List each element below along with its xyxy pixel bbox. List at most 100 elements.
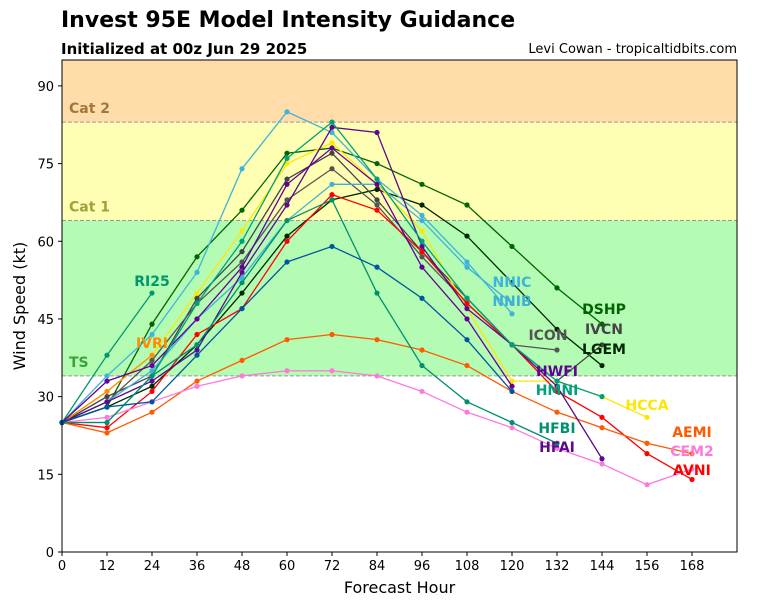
series-label-nnib: NNIB	[492, 294, 531, 310]
data-point-unlabeled	[329, 243, 335, 250]
data-point-lgem	[599, 362, 605, 369]
data-point-dshp	[599, 321, 605, 327]
data-point-hfbi	[464, 399, 470, 405]
data-point-hwfi	[239, 264, 245, 270]
y-tick-label: 90	[37, 80, 54, 95]
data-point-hwfi	[284, 181, 290, 187]
data-point-nnic	[104, 373, 110, 379]
data-point-hfai	[464, 305, 470, 312]
data-point-dshp	[374, 160, 380, 167]
x-tick-label: 60	[279, 559, 296, 574]
data-point-dshp	[419, 181, 425, 187]
data-point-hcca	[239, 228, 245, 234]
data-point-dshp	[239, 207, 245, 213]
data-point-hfai	[554, 383, 560, 389]
data-point-hfai	[284, 202, 290, 208]
data-point-aemi	[689, 451, 695, 457]
series-label-hcca: HCCA	[625, 398, 668, 414]
data-point-ivcn	[374, 197, 380, 203]
data-point-unlabeled	[374, 264, 380, 270]
data-point-cem2	[419, 388, 425, 395]
data-point-dshp	[509, 243, 515, 250]
data-point-ivcn	[329, 150, 335, 156]
data-point-hfbi	[374, 290, 380, 296]
x-axis-label: Forecast Hour	[344, 578, 456, 597]
data-point-hwfi	[419, 264, 425, 270]
y-axis-label: Wind Speed (kt)	[10, 242, 29, 371]
data-point-aemi	[284, 337, 290, 343]
series-label-hmni: HMNI	[536, 383, 579, 399]
band-label: Cat 1	[69, 200, 110, 216]
data-point-hcca	[194, 290, 200, 296]
data-point-cem2	[374, 373, 380, 379]
data-point-ivcn	[239, 249, 245, 255]
x-tick-label: 132	[545, 559, 570, 574]
data-point-aemi	[374, 337, 380, 343]
data-point-nnic	[194, 269, 200, 275]
data-point-cem2	[284, 368, 290, 374]
data-point-avni	[284, 238, 290, 244]
x-tick-label: 168	[680, 559, 705, 574]
series-label-hfai: HFAI	[539, 440, 575, 456]
data-point-hwfi	[329, 145, 335, 151]
data-point-avni	[464, 300, 470, 307]
data-point-hfbi	[104, 419, 110, 426]
data-point-hmni	[194, 300, 200, 307]
data-point-lgem	[284, 233, 290, 239]
data-point-unlabeled	[104, 404, 110, 410]
data-point-avni	[599, 414, 605, 420]
y-tick-label: 15	[37, 468, 54, 483]
x-tick-label: 72	[324, 559, 341, 574]
data-point-aemi	[149, 409, 155, 415]
data-point-nnib	[419, 217, 425, 224]
series-label-ivri: IVRI	[136, 336, 168, 352]
y-tick-label: 30	[37, 391, 54, 406]
data-point-cem2	[554, 445, 560, 452]
data-point-ivri	[104, 388, 110, 395]
series-label-icon: ICON	[528, 328, 567, 344]
x-tick-label: 0	[58, 559, 66, 574]
data-point-lgem	[239, 290, 245, 296]
data-point-nnib	[464, 264, 470, 270]
data-point-hwfi	[509, 383, 515, 389]
data-point-avni	[644, 451, 650, 457]
data-point-icon	[329, 166, 335, 172]
data-point-cem2	[644, 482, 650, 488]
data-point-aemi	[644, 440, 650, 446]
data-point-nnib	[329, 181, 335, 187]
data-point-unlabeled	[284, 259, 290, 265]
data-point-avni	[419, 249, 425, 255]
data-point-unlabeled	[509, 388, 515, 395]
data-point-hfbi	[149, 373, 155, 379]
series-label-ri25: RI25	[134, 274, 169, 290]
data-point-ri25	[104, 352, 110, 358]
data-point-nnic	[239, 166, 245, 172]
data-point-hfbi	[284, 217, 290, 224]
data-point-dshp	[284, 150, 290, 156]
data-point-icon	[374, 202, 380, 208]
data-point-hfai	[239, 269, 245, 275]
data-point-hcca	[284, 160, 290, 167]
data-point-nnic	[329, 129, 335, 136]
data-point-ri25	[149, 290, 155, 296]
series-line-cem2	[61, 370, 693, 486]
data-point-hfai	[329, 124, 335, 130]
data-point-ivcn	[194, 295, 200, 301]
band-label: TS	[69, 355, 89, 371]
series-line-hcca	[61, 142, 648, 424]
data-point-hwfi	[194, 316, 200, 322]
data-point-hmni	[329, 119, 335, 125]
series-label-nnic: NNIC	[493, 275, 532, 291]
data-point-aemi	[239, 357, 245, 363]
data-point-dshp	[464, 202, 470, 208]
data-point-hmni	[599, 394, 605, 400]
data-point-aemi	[104, 430, 110, 436]
series-label-lgem: LGEM	[582, 342, 626, 358]
data-point-aemi	[554, 409, 560, 415]
data-point-unlabeled	[194, 352, 200, 358]
series-label-cem2: CEM2	[670, 444, 714, 460]
data-point-lgem	[554, 326, 560, 332]
data-point-avni	[374, 207, 380, 213]
